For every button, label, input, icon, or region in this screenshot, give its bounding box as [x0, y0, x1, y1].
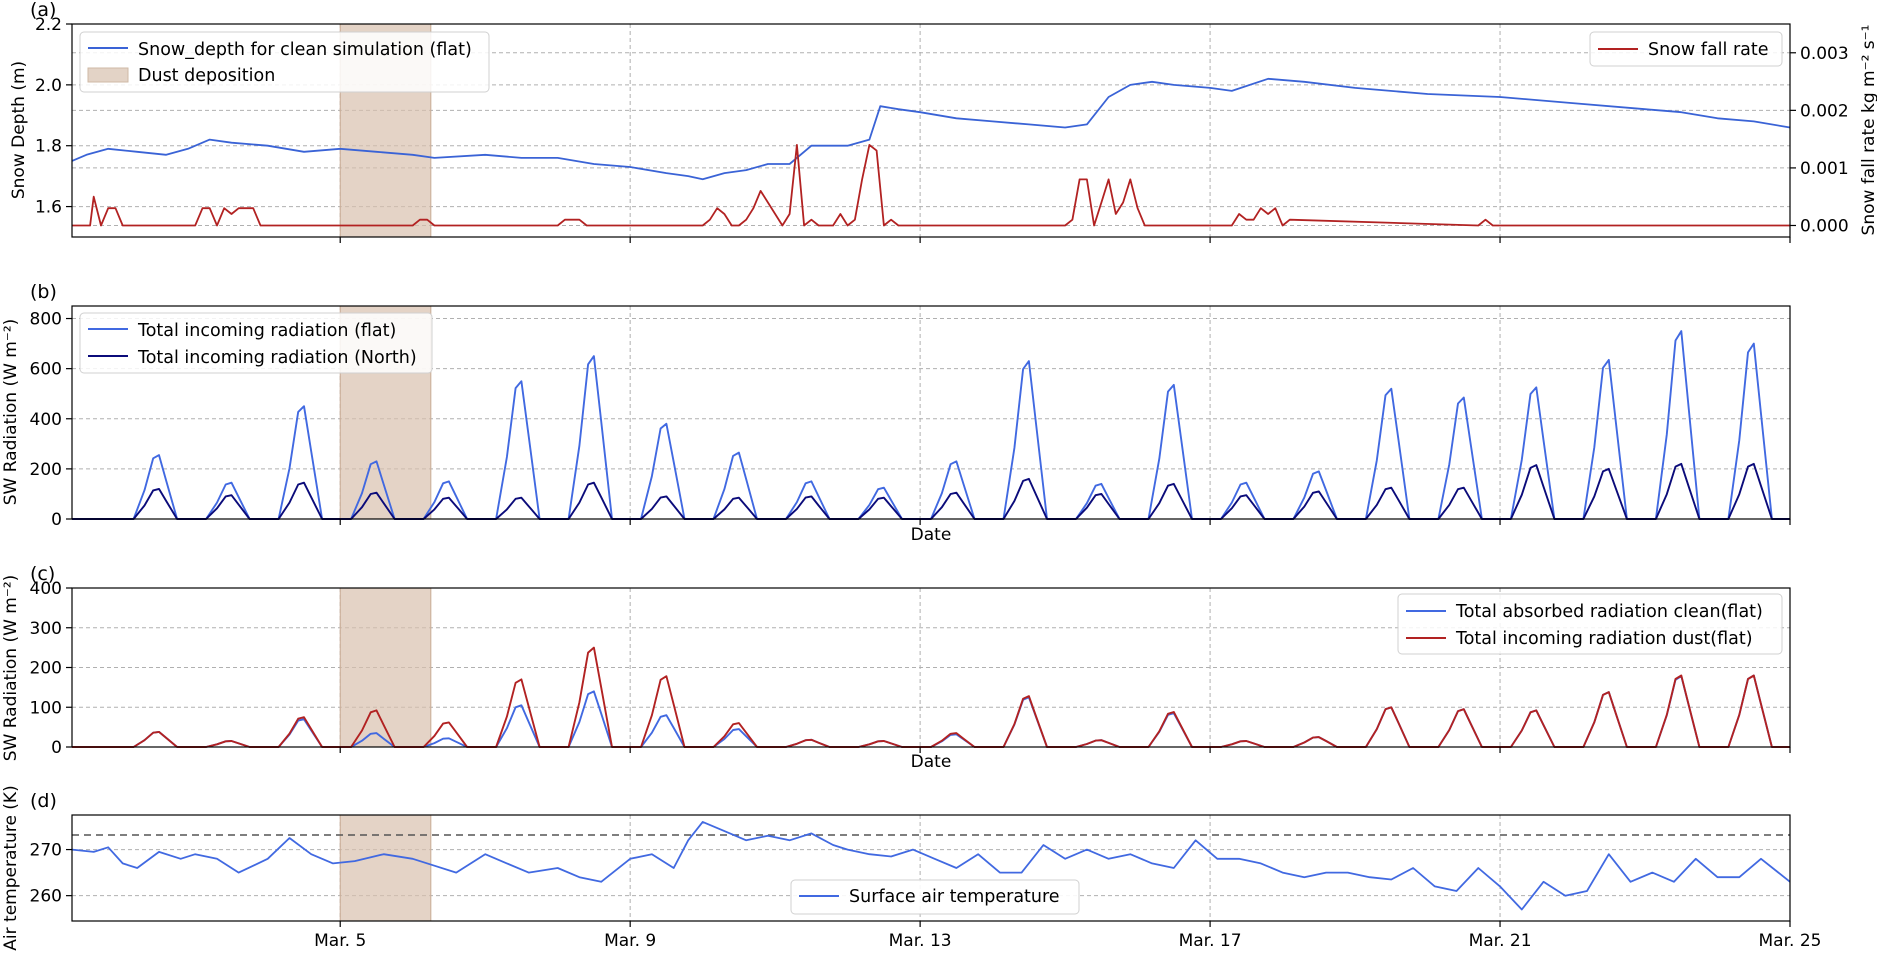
y-tick-label-right: 0.001	[1800, 159, 1849, 179]
legend-label-incoming-flat: Total incoming radiation (flat)	[137, 321, 396, 341]
y-tick-label: 200	[30, 659, 62, 679]
panel-d-x-ticks: Mar. 5 Mar. 9 Mar. 13 Mar. 17 Mar. 21 Mar. 25	[314, 921, 1821, 951]
panel-a-series	[71, 77, 1791, 227]
panel-a-y-ticks-right: 0.000 0.001 0.002 0.003	[1790, 44, 1849, 236]
legend-box	[790, 879, 1080, 915]
series-line-b-0	[72, 330, 1790, 520]
x-tick-label: Mar. 9	[604, 931, 656, 951]
panel-c-label: (c)	[30, 563, 55, 585]
panel-d-dust-band	[339, 814, 432, 922]
y-tick-label: 2.2	[35, 15, 62, 35]
y-tick-label: 2.0	[35, 76, 62, 96]
panel-d-series	[71, 821, 1791, 911]
dust-deposition-band	[339, 587, 432, 748]
panel-a-label: (a)	[30, 0, 56, 21]
dust-deposition-band	[339, 814, 432, 922]
legend-box	[79, 312, 433, 374]
panel-b-legend: Total incoming radiation (flat) Total in…	[79, 312, 433, 374]
panel-a-legend-left: Snow_depth for clean simulation (flat) D…	[79, 31, 490, 93]
legend-box	[1397, 593, 1783, 655]
y-tick-label: 1.8	[35, 137, 62, 157]
panel-d-frame	[71, 814, 1791, 922]
panel-a-legend-right: Snow fall rate	[1589, 31, 1783, 67]
panel-d-label: (d)	[30, 790, 57, 812]
legend-label-incoming-north: Total incoming radiation (North)	[137, 348, 417, 368]
y-tick-label: 800	[30, 310, 62, 330]
y-tick-label: 200	[30, 460, 62, 480]
panel-c-x-ticks	[339, 747, 1791, 753]
y-tick-label-right: 0.002	[1800, 101, 1849, 121]
legend-box	[79, 31, 490, 93]
x-tick-label: Mar. 21	[1469, 931, 1532, 951]
x-tick-label: Mar. 13	[889, 931, 952, 951]
legend-label-snowfall: Snow fall rate	[1648, 40, 1769, 60]
panel-c-xlabel: Date	[911, 752, 952, 772]
panel-c-y-ticks: 0 100 200 300 400	[30, 579, 72, 758]
legend-label-incoming-dust: Total incoming radiation dust(flat)	[1455, 629, 1753, 649]
y-tick-label: 0	[51, 738, 62, 758]
panel-c-legend: Total absorbed radiation clean(flat) Tot…	[1397, 593, 1783, 655]
legend-label-dust: Dust deposition	[138, 66, 275, 86]
y-tick-label-right: 0.000	[1800, 216, 1849, 236]
panel-b-ylabel: SW Radiation (W m⁻²)	[1, 319, 21, 506]
panel-a-frame	[71, 23, 1791, 238]
y-tick-label: 270	[30, 841, 62, 861]
y-tick-label: 100	[30, 698, 62, 718]
series-line-snowfall-rate	[72, 143, 1790, 227]
y-tick-label: 1.6	[35, 198, 62, 218]
legend-label-air-temp: Surface air temperature	[849, 887, 1060, 907]
x-tick-label: Mar. 25	[1759, 931, 1822, 951]
y-tick-label: 400	[30, 579, 62, 599]
panel-b-y-ticks: 0 200 400 600 800	[30, 310, 72, 530]
series-line-snow-depth	[71, 77, 1791, 181]
y-tick-label: 600	[30, 360, 62, 380]
panel-d-legend: Surface air temperature	[790, 879, 1080, 915]
panel-b-label: (b)	[30, 281, 57, 303]
y-tick-label: 400	[30, 410, 62, 430]
legend-label-absorbed-clean: Total absorbed radiation clean(flat)	[1455, 602, 1763, 622]
y-tick-label-right: 0.003	[1800, 44, 1849, 64]
panel-a-y-ticks: 1.6 1.8 2.0 2.2	[35, 15, 72, 218]
y-tick-label: 300	[30, 619, 62, 639]
panel-c: (c) 0 100 200 300 400 SW Radiation (W m⁻²) D…	[1, 563, 1791, 772]
panel-d-y-ticks: 260 270	[30, 841, 72, 907]
series-line-c-1	[72, 646, 1790, 748]
panel-b-frame	[71, 305, 1791, 520]
legend-swatch-dust	[87, 67, 129, 83]
legend-box	[1589, 31, 1783, 67]
panel-b-xlabel: Date	[911, 525, 952, 545]
panel-a: (a) 1.6 1.8 2.0 2.2 0.000 0.001 0.002 0.003 Sn…	[9, 0, 1877, 243]
panel-c-ylabel: SW Radiation (W m⁻²)	[1, 575, 21, 762]
panel-b-x-ticks	[339, 519, 1791, 525]
x-tick-label: Mar. 17	[1179, 931, 1242, 951]
panel-a-ylabel: Snow Depth (m)	[9, 61, 29, 199]
panel-a-x-ticks	[339, 237, 1791, 243]
legend-label-snow-depth: Snow_depth for clean simulation (flat)	[138, 40, 472, 60]
y-tick-label: 260	[30, 887, 62, 907]
x-tick-label: Mar. 5	[314, 931, 366, 951]
panel-b-series	[72, 330, 1790, 520]
panel-c-series	[72, 646, 1790, 748]
panel-b: (b) 0 200 400 600 800 SW Radiation (W m⁻²) D…	[1, 281, 1791, 545]
series-line-b-1	[72, 462, 1790, 520]
series-line-air-temperature	[71, 821, 1791, 911]
panel-d-ylabel: Air temperature (K)	[1, 785, 21, 950]
y-tick-label: 0	[51, 510, 62, 530]
panel-a-ylabel-right: Snow fall rate kg m⁻² s⁻¹	[1859, 25, 1877, 236]
panel-c-dust-band	[339, 587, 432, 748]
